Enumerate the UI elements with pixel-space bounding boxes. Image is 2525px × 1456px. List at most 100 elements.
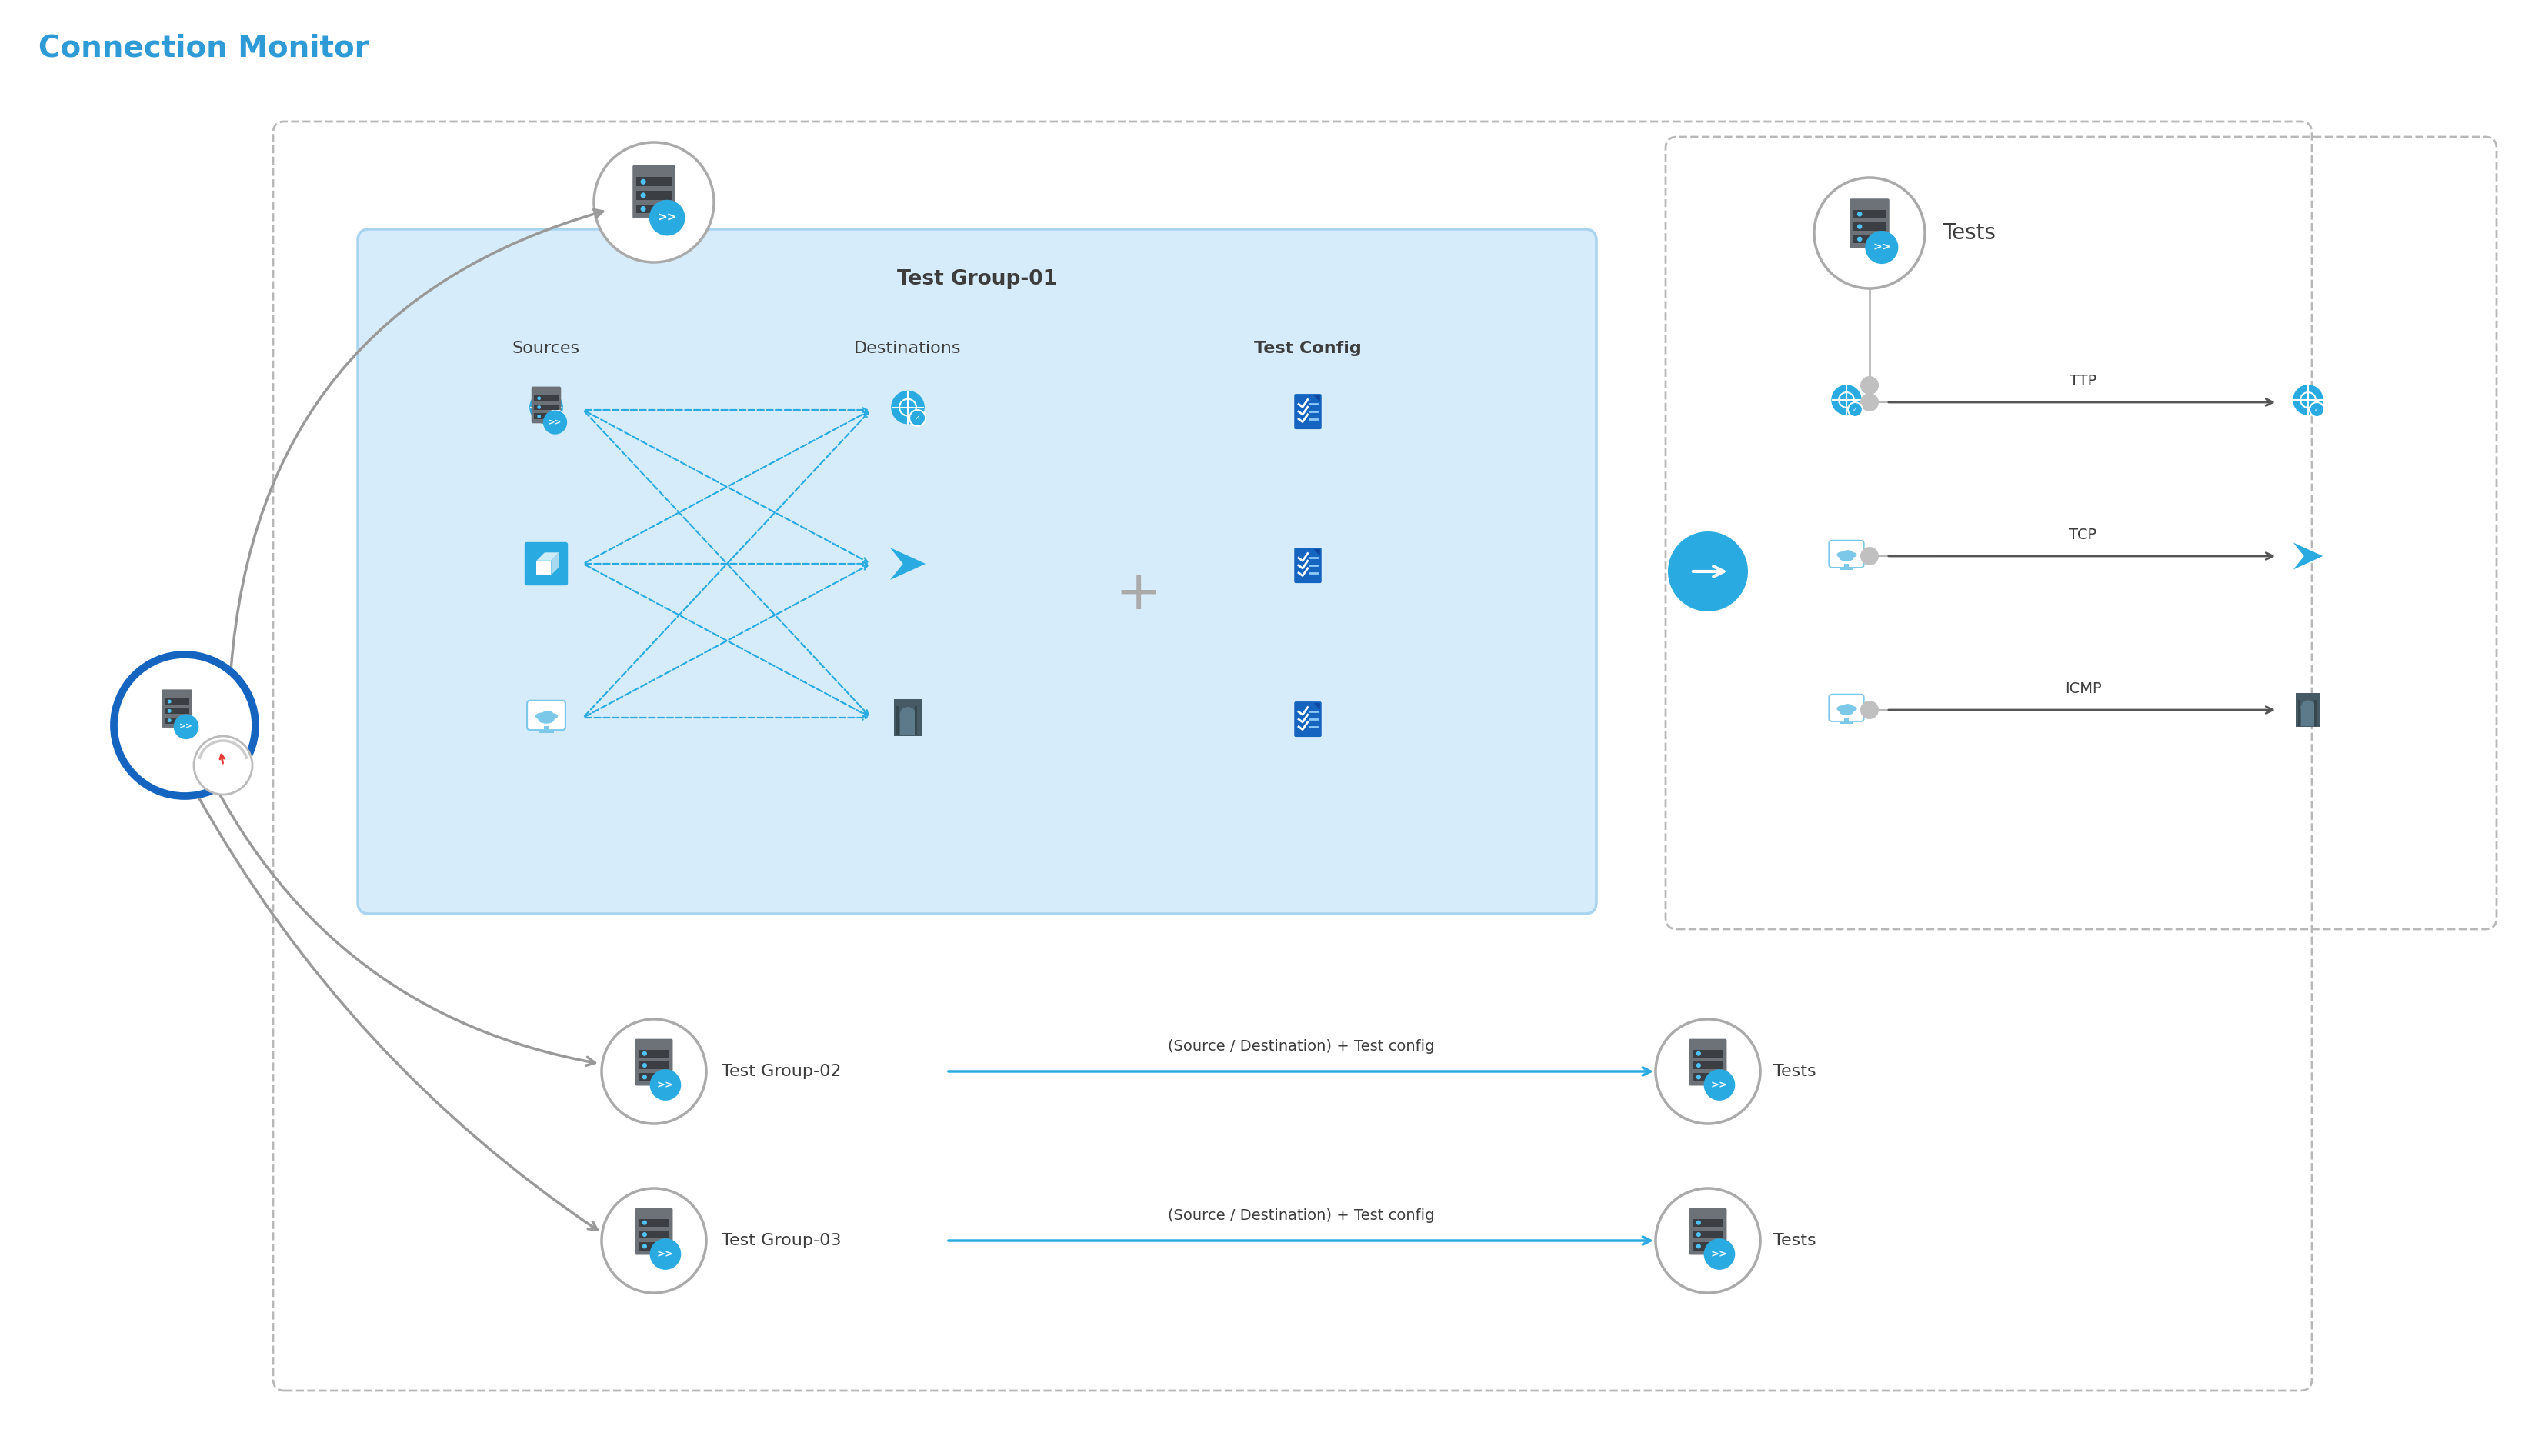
Circle shape xyxy=(167,699,172,703)
Circle shape xyxy=(641,1220,646,1224)
Bar xyxy=(1692,1061,1725,1069)
Bar xyxy=(164,708,189,713)
Circle shape xyxy=(543,411,568,434)
Text: Test Group-03: Test Group-03 xyxy=(722,1233,841,1248)
Bar xyxy=(1841,568,1853,569)
Circle shape xyxy=(174,713,199,740)
Bar xyxy=(639,1230,669,1239)
Bar xyxy=(636,191,672,199)
Text: ✓: ✓ xyxy=(1853,408,1858,412)
FancyBboxPatch shape xyxy=(530,387,561,424)
Bar xyxy=(2300,708,2315,727)
Circle shape xyxy=(641,1232,646,1238)
Circle shape xyxy=(1697,1220,1702,1224)
Text: Connection Monitor: Connection Monitor xyxy=(38,33,369,63)
FancyBboxPatch shape xyxy=(1828,540,1863,568)
Text: ✓: ✓ xyxy=(2315,408,2318,412)
Bar xyxy=(639,1073,669,1080)
Circle shape xyxy=(1704,1069,1735,1101)
Circle shape xyxy=(1697,1075,1702,1079)
Bar xyxy=(535,414,558,419)
Ellipse shape xyxy=(1843,703,1853,709)
Text: TCP: TCP xyxy=(2068,527,2096,542)
Circle shape xyxy=(1704,1239,1735,1270)
Ellipse shape xyxy=(1836,706,1848,712)
Circle shape xyxy=(649,199,684,236)
Circle shape xyxy=(548,411,563,427)
Bar xyxy=(2295,693,2320,727)
Circle shape xyxy=(1858,236,1861,242)
FancyArrowPatch shape xyxy=(230,210,603,670)
FancyBboxPatch shape xyxy=(636,1208,672,1255)
Text: >>: >> xyxy=(548,418,561,427)
Text: Test Group-02: Test Group-02 xyxy=(722,1064,841,1079)
Text: >>: >> xyxy=(1712,1080,1727,1091)
Circle shape xyxy=(538,405,540,409)
FancyBboxPatch shape xyxy=(1828,695,1863,721)
Circle shape xyxy=(1866,230,1899,264)
Circle shape xyxy=(538,415,540,418)
Circle shape xyxy=(1861,393,1879,412)
Text: Test Group-01: Test Group-01 xyxy=(896,269,1058,290)
Circle shape xyxy=(1697,1063,1702,1067)
Bar xyxy=(1692,1242,1725,1251)
Ellipse shape xyxy=(899,708,917,724)
Circle shape xyxy=(593,143,715,262)
Bar xyxy=(1853,234,1886,243)
Polygon shape xyxy=(1313,549,1321,556)
Circle shape xyxy=(1861,700,1879,719)
Bar xyxy=(639,1050,669,1057)
Circle shape xyxy=(641,207,646,211)
FancyBboxPatch shape xyxy=(1689,1038,1727,1086)
Text: ✓: ✓ xyxy=(914,415,919,421)
Bar xyxy=(899,715,917,735)
Text: >>: >> xyxy=(1874,242,1891,253)
Polygon shape xyxy=(550,552,558,575)
Text: >>: >> xyxy=(657,1080,674,1091)
Text: ✓: ✓ xyxy=(553,415,558,421)
Text: TTP: TTP xyxy=(2070,373,2096,389)
Circle shape xyxy=(538,396,540,400)
Bar xyxy=(1692,1219,1725,1226)
Bar xyxy=(538,731,553,732)
Circle shape xyxy=(641,1243,646,1249)
Circle shape xyxy=(641,192,646,198)
Circle shape xyxy=(1858,211,1861,217)
Bar xyxy=(164,718,189,724)
Circle shape xyxy=(1861,376,1879,395)
Bar xyxy=(1692,1050,1725,1057)
Circle shape xyxy=(121,662,247,788)
Text: Tests: Tests xyxy=(1942,223,1995,243)
Circle shape xyxy=(641,179,646,185)
Circle shape xyxy=(649,1069,682,1101)
Ellipse shape xyxy=(535,712,548,719)
Circle shape xyxy=(641,1075,646,1079)
Circle shape xyxy=(1831,384,1861,415)
Ellipse shape xyxy=(538,715,556,724)
Bar xyxy=(1853,210,1886,218)
FancyBboxPatch shape xyxy=(528,700,566,729)
Text: Destinations: Destinations xyxy=(853,341,962,357)
Ellipse shape xyxy=(1848,706,1856,711)
Bar xyxy=(535,395,558,402)
Ellipse shape xyxy=(1848,552,1856,558)
Circle shape xyxy=(909,411,927,427)
FancyBboxPatch shape xyxy=(634,165,674,218)
Circle shape xyxy=(194,737,253,795)
Circle shape xyxy=(1656,1188,1760,1293)
Bar xyxy=(1692,1073,1725,1080)
Bar xyxy=(535,405,558,411)
Bar xyxy=(636,204,672,214)
FancyArrowPatch shape xyxy=(197,795,598,1230)
Circle shape xyxy=(1697,1232,1702,1238)
Bar xyxy=(164,699,189,705)
Polygon shape xyxy=(535,561,550,575)
Bar xyxy=(639,1061,669,1069)
Ellipse shape xyxy=(548,713,558,719)
Polygon shape xyxy=(2293,543,2323,569)
Ellipse shape xyxy=(1843,550,1853,556)
Circle shape xyxy=(1861,547,1879,565)
FancyBboxPatch shape xyxy=(525,542,568,585)
Circle shape xyxy=(1813,178,1924,288)
Bar xyxy=(1843,563,1848,569)
